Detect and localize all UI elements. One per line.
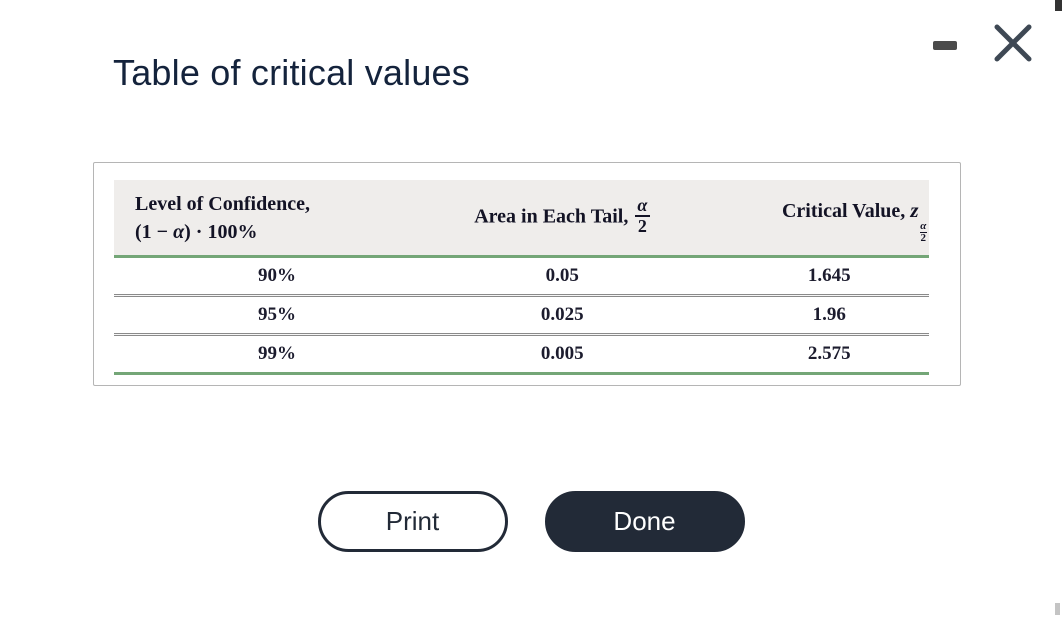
alpha-symbol: α: [173, 220, 185, 243]
table-cell-tail-area: 0.05: [545, 265, 579, 286]
table-cell-confidence: 95%: [258, 304, 296, 325]
header-green-rule: [114, 255, 929, 258]
table-cell-critical-value: 1.645: [807, 265, 851, 286]
table-cell-tail-area: 0.005: [540, 343, 584, 364]
row-separator: [114, 294, 929, 297]
table-cell-tail-area: 0.025: [540, 304, 584, 325]
critical-values-table: Level of Confidence, (1 − α) · 100% Area…: [114, 180, 929, 375]
table-header-row: Level of Confidence, (1 − α) · 100% Area…: [114, 180, 929, 255]
cropped-ui-sliver-bottom-right: [1055, 603, 1060, 615]
header-line1: Level of Confidence,: [135, 192, 310, 215]
critical-values-table-card: Level of Confidence, (1 − α) · 100% Area…: [93, 162, 961, 386]
print-button[interactable]: Print: [317, 491, 508, 552]
header-line2-open: (1 −: [135, 220, 174, 243]
minimize-icon: [933, 40, 957, 50]
dialog-button-row: Print Done: [0, 491, 1062, 552]
cropped-ui-sliver-top-right: [1055, 0, 1062, 11]
header-line2-close: ) · 100%: [184, 220, 258, 243]
header-area-label: Area in Each Tail,: [474, 205, 629, 228]
table-cell-critical-value: 1.96: [812, 304, 846, 325]
row-separator: [114, 333, 929, 336]
col-header-level-of-confidence: Level of Confidence, (1 − α) · 100%: [114, 190, 440, 246]
fraction-denominator: 2: [634, 214, 650, 236]
table-row: 95% 0.025 1.96: [114, 297, 929, 333]
z-symbol: z: [910, 198, 919, 222]
done-button[interactable]: Done: [544, 491, 745, 552]
table-row: 99% 0.005 2.575: [114, 336, 929, 372]
subscript-denominator: 2: [919, 232, 927, 244]
footer-green-rule: [114, 372, 929, 375]
subscript-numerator: α: [920, 220, 927, 232]
dialog-title: Table of critical values: [113, 52, 470, 93]
table-row: 90% 0.05 1.645: [114, 258, 929, 294]
minimize-button[interactable]: [927, 32, 963, 58]
table-cell-confidence: 99%: [258, 343, 296, 364]
close-icon: [994, 24, 1032, 62]
close-button[interactable]: [993, 23, 1033, 63]
header-critical-label: Critical Value,: [781, 200, 911, 222]
fraction-numerator: α: [637, 194, 648, 215]
col-header-area-in-each-tail: Area in Each Tail, α 2: [440, 194, 685, 238]
table-cell-critical-value: 2.575: [807, 343, 851, 364]
table-cell-confidence: 90%: [258, 265, 296, 286]
